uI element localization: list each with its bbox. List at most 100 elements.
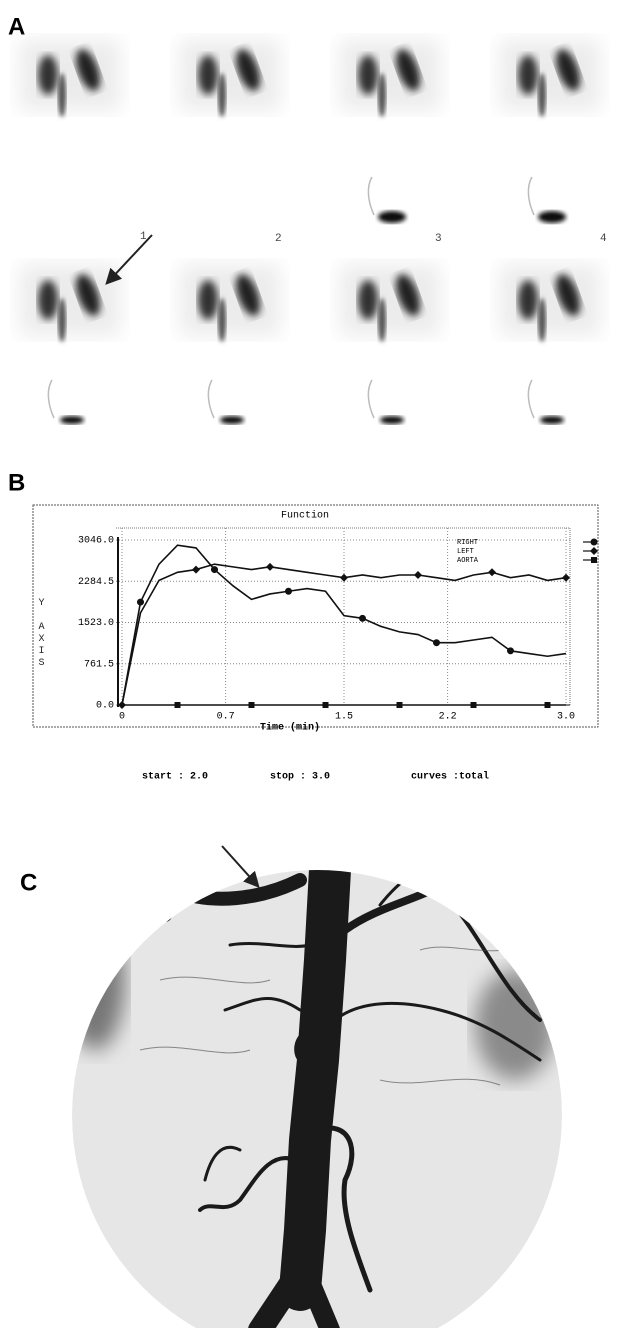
- chart: Function 0.0 761.5 1523.0 2284.5 3046.0 0 0.7 1.…: [78, 510, 598, 783]
- aorta: [378, 73, 386, 117]
- frame-number: 3: [435, 233, 442, 245]
- frame-bg: [180, 265, 280, 335]
- frame-bg: [500, 265, 600, 335]
- marker: [396, 702, 403, 708]
- frame-bg: [340, 40, 440, 110]
- frame: [500, 265, 600, 424]
- marker: [285, 587, 292, 595]
- frame-bg: [340, 265, 440, 335]
- y-axis-label: Y AXIS: [36, 598, 47, 670]
- kidney: [235, 49, 261, 91]
- panel-label: B: [8, 469, 25, 496]
- ureter: [207, 379, 215, 419]
- marker: [470, 702, 477, 708]
- bladder: [60, 416, 84, 424]
- y-tick-label: 2284.5: [78, 577, 114, 588]
- chart-frame: [32, 504, 599, 728]
- frame: [340, 265, 440, 424]
- marker: [488, 568, 496, 577]
- frame: [20, 265, 120, 424]
- kidney: [555, 49, 581, 91]
- kidney: [38, 55, 58, 95]
- aorta: [58, 73, 66, 117]
- footer-text: curves :total: [411, 771, 489, 783]
- marker: [340, 573, 348, 582]
- frame-number: 1: [140, 231, 147, 243]
- kidney: [358, 280, 378, 320]
- angiogram: [72, 870, 562, 1328]
- frame-number: 4: [600, 233, 607, 245]
- kidney: [358, 55, 378, 95]
- frame: [500, 40, 600, 223]
- footer-text: stop : 3.0: [270, 772, 330, 783]
- kidney: [235, 274, 261, 316]
- x-tick-label: 1.5: [335, 712, 353, 723]
- aorta: [538, 73, 546, 117]
- marker: [507, 647, 514, 655]
- frame-bg: [20, 265, 120, 335]
- arrow: [105, 234, 153, 285]
- frame-bg: [180, 40, 280, 110]
- bladder: [378, 211, 406, 223]
- y-tick-label: 3046.0: [78, 536, 114, 547]
- kidney: [38, 280, 58, 320]
- kidney: [198, 280, 218, 320]
- marker: [211, 566, 218, 574]
- y-tick-label: 0.0: [96, 701, 114, 712]
- arrow: [221, 845, 260, 888]
- bladder: [220, 416, 244, 424]
- ureter: [47, 379, 55, 419]
- aorta: [218, 73, 226, 117]
- kidney: [395, 49, 421, 91]
- chart-title: Function: [281, 510, 329, 522]
- legend-label: AORTA: [457, 557, 479, 565]
- marker: [137, 598, 144, 606]
- panel-label: A: [8, 13, 25, 40]
- kidney: [518, 55, 538, 95]
- ureter: [367, 379, 375, 419]
- legend-marker: [591, 557, 597, 563]
- aorta: [378, 298, 386, 342]
- marker: [544, 702, 551, 708]
- marker: [192, 565, 200, 574]
- kidney: [395, 274, 421, 316]
- kidney: [75, 274, 101, 316]
- marker: [433, 639, 440, 647]
- panel-label: C: [20, 869, 37, 896]
- ureter: [527, 379, 535, 419]
- frame: [340, 40, 440, 223]
- kidney: [198, 55, 218, 95]
- kidney: [555, 274, 581, 316]
- marker: [359, 614, 366, 622]
- marker: [266, 562, 274, 571]
- x-axis-label: Time (min): [260, 722, 320, 734]
- marker: [248, 702, 255, 708]
- bladder: [380, 416, 404, 424]
- series-line: [121, 544, 567, 706]
- legend-marker: [590, 538, 598, 546]
- scintigraphy-frames: 1 2 3 4: [20, 40, 607, 424]
- frame: [180, 265, 280, 424]
- y-tick-label: 1523.0: [78, 618, 114, 629]
- frame: [180, 40, 280, 117]
- kidney: [75, 49, 101, 91]
- bladder: [540, 416, 564, 424]
- frame-bg: [20, 40, 120, 110]
- legend-label: LEFT: [457, 548, 474, 556]
- aorta: [58, 298, 66, 342]
- x-tick-label: 0: [119, 712, 125, 723]
- marker: [414, 570, 422, 579]
- aorta: [218, 298, 226, 342]
- x-tick-label: 0.7: [217, 712, 235, 723]
- bladder: [538, 211, 566, 223]
- x-tick-label: 3.0: [557, 712, 575, 723]
- aorta: [538, 298, 546, 342]
- legend-marker: [590, 547, 598, 555]
- ureter: [367, 176, 375, 216]
- legend-label: RIGHT: [457, 539, 478, 547]
- y-tick-label: 761.5: [84, 659, 114, 670]
- kidney: [518, 280, 538, 320]
- x-tick-label: 2.2: [439, 712, 457, 723]
